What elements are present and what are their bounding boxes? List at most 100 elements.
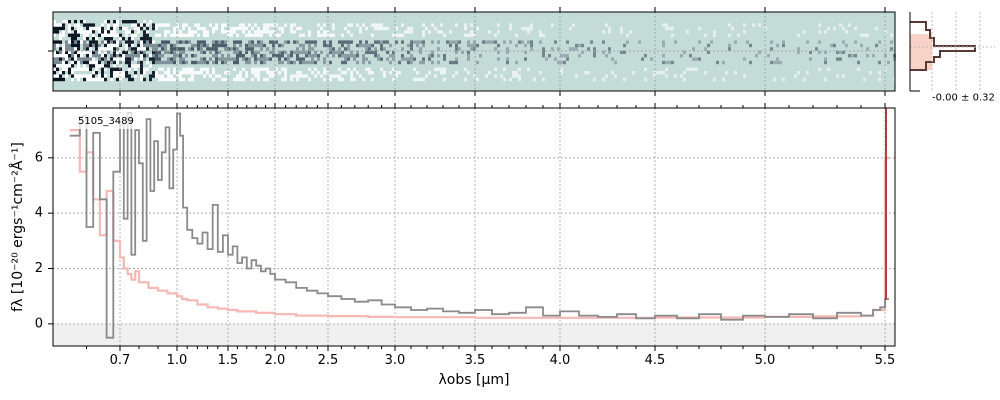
heatmap-cell (473, 40, 476, 44)
heatmap-cell (284, 67, 287, 71)
heatmap-cell (377, 57, 380, 61)
heatmap-cell (233, 40, 236, 44)
heatmap-cell (419, 40, 422, 44)
heatmap-cell (134, 33, 137, 37)
heatmap-cell (104, 33, 107, 37)
heatmap-cell (125, 40, 128, 44)
heatmap-cell (74, 20, 77, 24)
heatmap-cell (317, 71, 320, 75)
heatmap-cell (383, 26, 386, 31)
heatmap-cell (56, 54, 59, 58)
heatmap-cell (335, 74, 338, 78)
heatmap-cell (188, 67, 191, 71)
heatmap-cell (419, 60, 422, 65)
heatmap-cell (77, 54, 80, 58)
heatmap-cell (191, 60, 194, 65)
heatmap-cell (404, 30, 407, 34)
heatmap-cell (263, 26, 266, 31)
heatmap-cell (401, 23, 404, 27)
heatmap-cell (89, 43, 92, 48)
heatmap-cell (161, 67, 164, 71)
heatmap-cell (425, 74, 428, 78)
heatmap-cell (92, 26, 95, 31)
heatmap-cell (257, 33, 260, 37)
heatmap-cell (338, 74, 341, 78)
heatmap-cell (104, 50, 107, 54)
heatmap-cell (338, 54, 341, 58)
heatmap-cell (332, 74, 335, 78)
heatmap-cell (179, 40, 182, 44)
heatmap-cell (167, 50, 170, 54)
heatmap-cell (299, 50, 302, 54)
heatmap-cell (275, 33, 278, 37)
heatmap-cell (362, 23, 365, 27)
heatmap-cell (662, 23, 665, 27)
heatmap-cell (170, 57, 173, 61)
heatmap-cell (809, 50, 812, 54)
heatmap-cell (749, 60, 752, 65)
heatmap-cell (80, 40, 83, 44)
heatmap-cell (59, 71, 62, 75)
heatmap-cell (134, 71, 137, 75)
heatmap-cell (200, 43, 203, 48)
heatmap-cell (158, 50, 161, 54)
heatmap-cell (77, 43, 80, 48)
heatmap-cell (344, 47, 347, 51)
heatmap-cell (236, 50, 239, 54)
heatmap-cell (455, 47, 458, 51)
heatmap-cell (797, 33, 800, 37)
heatmap-cell (86, 74, 89, 78)
heatmap-cell (293, 30, 296, 34)
heatmap-cell (221, 60, 224, 65)
heatmap-cell (308, 43, 311, 48)
heatmap-cell (593, 50, 596, 54)
heatmap-cell (602, 40, 605, 44)
heatmap-cell (470, 33, 473, 37)
heatmap-cell (878, 40, 881, 44)
heatmap-cell (74, 43, 77, 48)
heatmap-cell (344, 60, 347, 65)
heatmap-cell (377, 23, 380, 27)
heatmap-cell (419, 77, 422, 82)
heatmap-cell (578, 43, 581, 48)
heatmap-cell (281, 26, 284, 31)
heatmap-cell (497, 23, 500, 27)
heatmap-cell (128, 64, 131, 68)
heatmap-cell (452, 60, 455, 65)
heatmap-cell (413, 40, 416, 44)
heatmap-cell (215, 26, 218, 31)
heatmap-cell (83, 77, 86, 82)
heatmap-cell (557, 47, 560, 51)
heatmap-cell (656, 71, 659, 75)
heatmap-cell (545, 57, 548, 61)
heatmap-cell (887, 60, 890, 65)
heatmap-cell (392, 67, 395, 71)
heatmap-cell (341, 54, 344, 58)
heatmap-cell (299, 43, 302, 48)
heatmap-cell (686, 67, 689, 71)
heatmap-cell (644, 67, 647, 71)
heatmap-cell (359, 26, 362, 31)
heatmap-cell (365, 40, 368, 44)
heatmap-cell (368, 60, 371, 65)
heatmap-cell (833, 43, 836, 48)
heatmap-cell (233, 67, 236, 71)
heatmap-cell (467, 43, 470, 48)
heatmap-cell (215, 43, 218, 48)
heatmap-cell (194, 71, 197, 75)
heatmap-cell (98, 43, 101, 48)
heatmap-cell (482, 40, 485, 44)
heatmap-cell (770, 47, 773, 51)
heatmap-cell (317, 33, 320, 37)
heatmap-cell (395, 26, 398, 31)
heatmap-cell (197, 71, 200, 75)
heatmap-cell (293, 40, 296, 44)
heatmap-cell (350, 74, 353, 78)
heatmap-cell (236, 77, 239, 82)
heatmap-cell (518, 67, 521, 71)
heatmap-cell (272, 47, 275, 51)
heatmap-cell (173, 71, 176, 75)
heatmap-cell (302, 50, 305, 54)
heatmap-cell (182, 67, 185, 71)
heatmap-cell (203, 33, 206, 37)
